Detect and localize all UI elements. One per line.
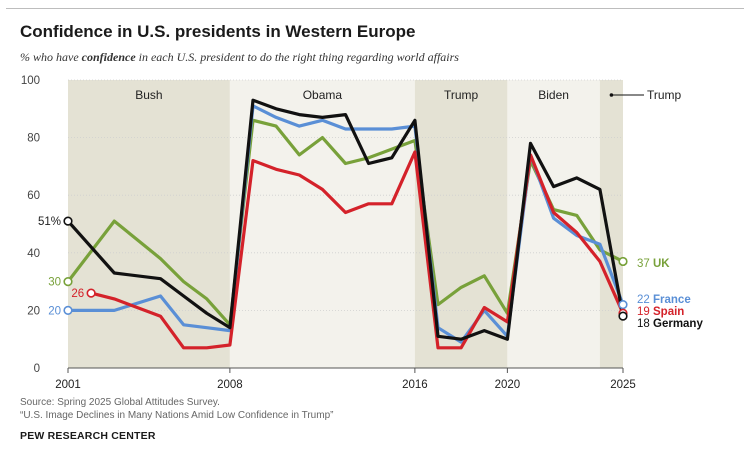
x-tick-label-2001: 2001 [55,379,81,391]
end-value-germany: 18 [637,318,653,330]
y-tick-label-100: 100 [21,75,40,87]
start-label-germany: 51% [38,216,61,228]
subtitle-emphasis: confidence [81,50,136,64]
era-label-obama-1: Obama [303,88,343,102]
series-line-germany [66,98,625,341]
end-marker-germany [618,311,628,321]
start-marker-germany [63,216,73,226]
x-tick-label-2020: 2020 [495,379,521,391]
era-band-obama-1 [229,80,415,368]
subtitle-suffix: in each U.S. president to do the right t… [135,50,459,64]
end-label-uk: 37 UK [637,258,670,270]
y-tick-label-0: 0 [34,363,40,375]
end-name-uk: UK [653,258,670,270]
y-tick-label-40: 40 [27,248,40,260]
start-label-uk: 30 [48,277,61,289]
end-marker-france [618,300,628,310]
end-name-spain: Spain [653,306,684,318]
end-marker-uk [618,256,628,267]
start-marker-spain [86,288,96,298]
subtitle-prefix: % who have [20,50,82,64]
end-label-spain: 19 Spain [637,306,684,318]
y-tick-label-60: 60 [27,190,40,202]
era-band-bush-0 [68,80,230,368]
start-marker-france [63,305,73,316]
end-label-france: 22 France [637,294,691,306]
y-tick-label-20: 20 [27,305,40,317]
series-line-spain [89,150,625,350]
end-name-france: France [653,294,691,306]
era-band-trump-2 [414,80,508,368]
start-marker-uk [63,277,73,287]
organization-logo-text: PEW RESEARCH CENTER [20,430,156,442]
end-label-germany: 18 Germany [637,318,703,330]
end-value-france: 22 [637,294,653,306]
era-label-bush-0: Bush [135,88,162,102]
start-label-france: 20 [48,305,61,317]
chart-subtitle: % who have confidence in each U.S. presi… [20,50,459,65]
era-label-trump-2: Trump [444,88,479,102]
source-note: Source: Spring 2025 Global Attitudes Sur… [20,397,220,408]
y-tick-label-80: 80 [27,133,40,145]
chart-frame [6,8,744,459]
era-band-trump-4 [599,80,623,368]
end-name-germany: Germany [653,318,703,330]
end-value-spain: 19 [637,306,653,318]
end-value-uk: 37 [637,258,653,270]
start-label-spain: 26 [71,288,84,300]
x-tick-label-2016: 2016 [402,379,428,391]
report-title-note: “U.S. Image Declines in Many Nations Ami… [20,410,334,421]
era-label-biden-3: Biden [538,88,569,102]
chart-title: Confidence in U.S. presidents in Western… [20,22,416,41]
x-tick-label-2008: 2008 [217,379,243,391]
era-label-trump-4: Trump [647,88,682,102]
x-tick-label-2025: 2025 [610,379,636,391]
